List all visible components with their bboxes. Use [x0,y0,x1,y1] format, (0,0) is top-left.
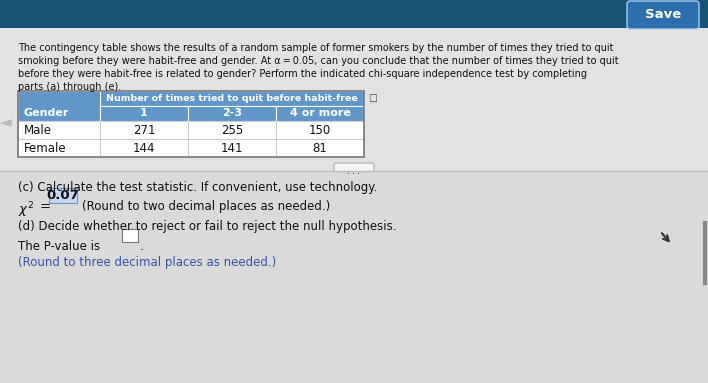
Text: smoking before they were habit-free and gender. At α = 0.05, can you conclude th: smoking before they were habit-free and … [18,56,619,66]
Text: Gender: Gender [23,108,69,118]
Bar [18,139,100,157]
Text: ◄: ◄ [0,116,12,131]
Text: $\chi^2$: $\chi^2$ [18,200,34,219]
Bar [0,0,708,28]
Text: parts (a) through (e).: parts (a) through (e). [18,82,121,92]
FancyBboxPatch shape [627,1,699,29]
Text: (d) Decide whether to reject or fail to reject the null hypothesis.: (d) Decide whether to reject or fail to … [18,220,396,233]
Text: .: . [140,240,144,253]
Text: =: = [40,200,51,213]
Bar [188,139,276,157]
Text: Number of times tried to quit before habit-free: Number of times tried to quit before hab… [106,94,358,103]
Bar [276,121,364,139]
Bar [100,91,364,106]
Text: 141: 141 [221,141,244,154]
Bar [100,121,188,139]
FancyBboxPatch shape [122,229,138,242]
Bar [188,106,276,121]
Text: 4 or more: 4 or more [290,108,350,118]
Text: 271: 271 [133,123,155,136]
Text: The contingency table shows the results of a random sample of former smokers by : The contingency table shows the results … [18,43,614,53]
Bar [18,91,100,121]
Text: (Round to three decimal places as needed.): (Round to three decimal places as needed… [18,256,276,269]
Text: 255: 255 [221,123,243,136]
Text: 0.07: 0.07 [47,189,79,202]
FancyBboxPatch shape [49,188,77,203]
Text: Male: Male [24,123,52,136]
Text: 1: 1 [140,108,148,118]
Text: 150: 150 [309,123,331,136]
FancyBboxPatch shape [334,163,374,179]
Text: 81: 81 [312,141,327,154]
Text: (Round to two decimal places as needed.): (Round to two decimal places as needed.) [82,200,330,213]
Text: The P-value is: The P-value is [18,240,100,253]
Text: Female: Female [24,141,67,154]
Bar [276,139,364,157]
Text: (c) Calculate the test statistic. If convenient, use technology.: (c) Calculate the test statistic. If con… [18,181,377,194]
Bar [276,106,364,121]
Text: ☐: ☐ [368,93,377,103]
Bar [100,106,188,121]
Text: Save: Save [645,8,681,21]
Bar [0,171,708,383]
Text: 144: 144 [133,141,155,154]
Text: before they were habit-free is related to gender? Perform the indicated chi-squa: before they were habit-free is related t… [18,69,587,79]
Text: ...: ... [346,167,362,175]
Bar [18,121,100,139]
Bar [18,91,364,157]
Bar [100,139,188,157]
Text: 2-3: 2-3 [222,108,242,118]
Bar [188,121,276,139]
